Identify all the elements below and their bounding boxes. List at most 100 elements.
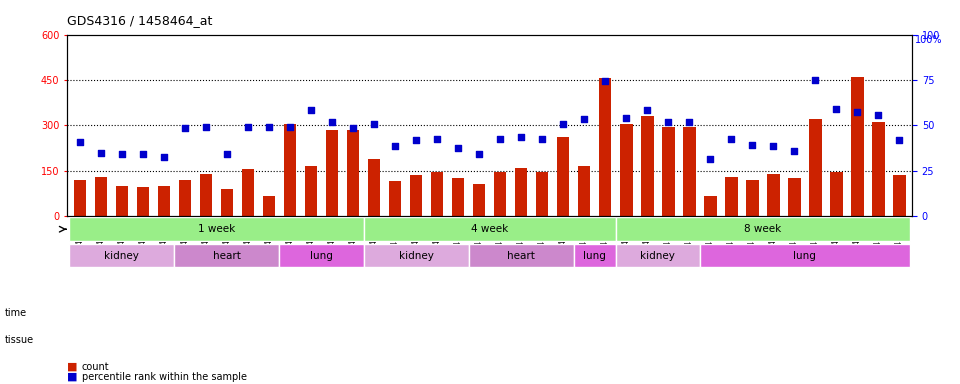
Text: lung: lung [793,251,816,261]
Point [703,156,718,162]
Text: lung: lung [584,251,606,261]
Bar [809,119,822,216]
Point [807,77,823,83]
Point [766,143,781,149]
Bar [410,175,422,216]
Text: heart: heart [507,251,535,261]
Bar [452,178,465,216]
Text: ■: ■ [67,362,78,372]
Point [198,124,213,130]
Bar [431,172,444,216]
Text: tissue: tissue [5,335,34,345]
Bar [536,172,548,216]
Text: kidney: kidney [640,251,675,261]
Point [282,124,298,130]
Point [745,142,760,148]
Point [618,115,634,121]
Bar [263,196,276,216]
Text: ■: ■ [67,372,78,382]
Point [240,124,255,130]
Text: 100%: 100% [915,35,943,45]
Bar [493,172,507,216]
Bar [620,124,633,216]
Point [429,136,444,142]
Point [261,124,276,130]
Bar [200,174,212,216]
Bar [368,159,380,216]
Point [786,148,802,154]
Text: time: time [5,308,27,318]
Bar [242,169,254,216]
Bar [94,177,108,216]
Text: heart: heart [213,251,241,261]
Point [556,121,571,127]
Point [114,151,130,157]
Point [514,134,529,141]
Bar [472,184,486,216]
Point [660,119,676,125]
Point [682,119,697,125]
Bar [557,137,569,216]
Bar [69,217,364,241]
Bar [364,217,615,241]
Point [471,151,487,157]
Bar [115,186,128,216]
Point [828,106,844,112]
Bar [615,217,910,241]
Bar [615,244,700,268]
Point [72,139,87,145]
Point [367,121,382,127]
Point [871,112,886,118]
Bar [179,180,191,216]
Bar [347,130,359,216]
Point [535,136,550,142]
Text: count: count [82,362,109,372]
Bar [578,166,590,216]
Point [178,125,193,131]
Bar [852,77,864,216]
Bar [283,124,297,216]
Text: 1 week: 1 week [198,224,235,234]
Bar [700,244,910,268]
Bar [704,196,716,216]
Bar [74,180,86,216]
Text: percentile rank within the sample: percentile rank within the sample [82,372,247,382]
Bar [364,244,468,268]
Point [408,137,423,144]
Point [135,151,151,157]
Point [219,151,234,157]
Point [639,107,655,113]
Point [324,119,340,125]
Point [597,78,612,84]
Bar [221,189,233,216]
Bar [641,116,654,216]
Point [346,125,361,131]
Bar [279,244,364,268]
Text: GDS4316 / 1458464_at: GDS4316 / 1458464_at [67,14,212,27]
Point [724,136,739,142]
Bar [136,187,149,216]
Bar [872,122,885,216]
Point [892,137,907,144]
Point [850,109,865,115]
Bar [599,78,612,216]
Bar [69,244,175,268]
Bar [746,180,758,216]
Point [387,143,402,149]
Bar [574,244,615,268]
Point [93,149,108,156]
Bar [683,127,696,216]
Point [450,145,466,151]
Bar [830,172,843,216]
Text: kidney: kidney [105,251,139,261]
Bar [725,177,737,216]
Bar [893,175,905,216]
Bar [389,181,401,216]
Bar [175,244,279,268]
Bar [325,130,338,216]
Point [303,107,319,113]
Bar [304,166,317,216]
Bar [788,178,801,216]
Bar [767,174,780,216]
Point [156,154,172,160]
